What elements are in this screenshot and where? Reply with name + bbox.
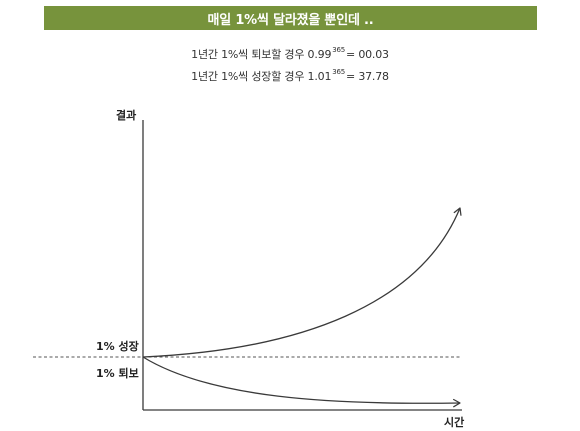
y-axis-label: 결과	[116, 109, 137, 122]
growth-curve	[142, 207, 462, 358]
growth-formula-exponent: 365	[332, 68, 346, 77]
growth-formula-prefix: 1년간 1%씩 성장할 경우 1.01	[191, 70, 332, 83]
decline-formula-prefix: 1년간 1%씩 퇴보할 경우 0.99	[191, 48, 332, 61]
growth-label: 1% 성장	[96, 340, 139, 353]
x-axis-label: 시간	[444, 416, 465, 429]
decline-curve	[142, 356, 461, 408]
title-text: 매일 1%씩 달라졌을 뿐인데 ..	[207, 12, 374, 28]
decline-label: 1% 퇴보	[96, 367, 139, 380]
growth-formula: 1년간 1%씩 성장할 경우 1.01365= 37.78	[0, 68, 580, 84]
decline-formula-exponent: 365	[332, 46, 346, 55]
decline-formula-result: = 00.03	[346, 48, 389, 61]
title-banner: 매일 1%씩 달라졌을 뿐인데 ..	[44, 6, 537, 30]
growth-formula-result: = 37.78	[346, 70, 389, 83]
decline-formula: 1년간 1%씩 퇴보할 경우 0.99365= 00.03	[0, 46, 580, 62]
